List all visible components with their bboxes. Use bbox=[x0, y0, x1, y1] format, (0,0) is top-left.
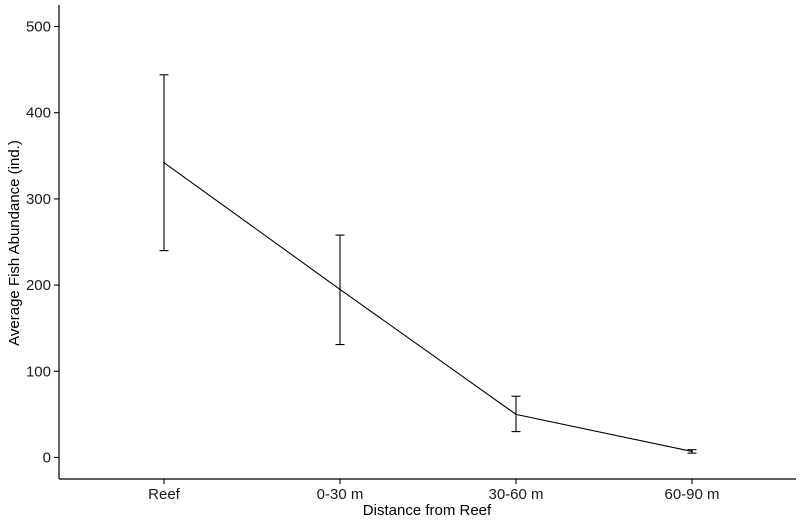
data-point bbox=[515, 413, 517, 416]
x-tick-label: 30-60 m bbox=[488, 486, 543, 503]
data-point bbox=[339, 288, 341, 291]
y-axis-title: Average Fish Abundance (ind.) bbox=[6, 140, 23, 346]
y-tick-label: 200 bbox=[26, 277, 51, 294]
x-tick-label: 0-30 m bbox=[317, 486, 364, 503]
y-tick-label: 100 bbox=[26, 363, 51, 380]
y-axis-ticks: 0 100 200 300 400 500 bbox=[26, 19, 59, 466]
y-tick-label: 500 bbox=[26, 19, 51, 36]
series-line bbox=[163, 162, 693, 452]
x-tick-label: 60-90 m bbox=[664, 486, 719, 503]
y-tick-label: 400 bbox=[26, 105, 51, 122]
axes bbox=[58, 5, 796, 480]
series-line-group bbox=[163, 161, 693, 453]
x-axis-ticks: Reef 0-30 m 30-60 m 60-90 m bbox=[148, 479, 720, 503]
data-point bbox=[691, 450, 693, 453]
y-tick-label: 300 bbox=[26, 191, 51, 208]
error-bars bbox=[159, 74, 697, 454]
x-axis-title: Distance from Reef bbox=[363, 502, 492, 519]
data-point bbox=[163, 161, 165, 164]
y-tick-label: 0 bbox=[43, 449, 51, 466]
x-tick-label: Reef bbox=[148, 486, 181, 503]
